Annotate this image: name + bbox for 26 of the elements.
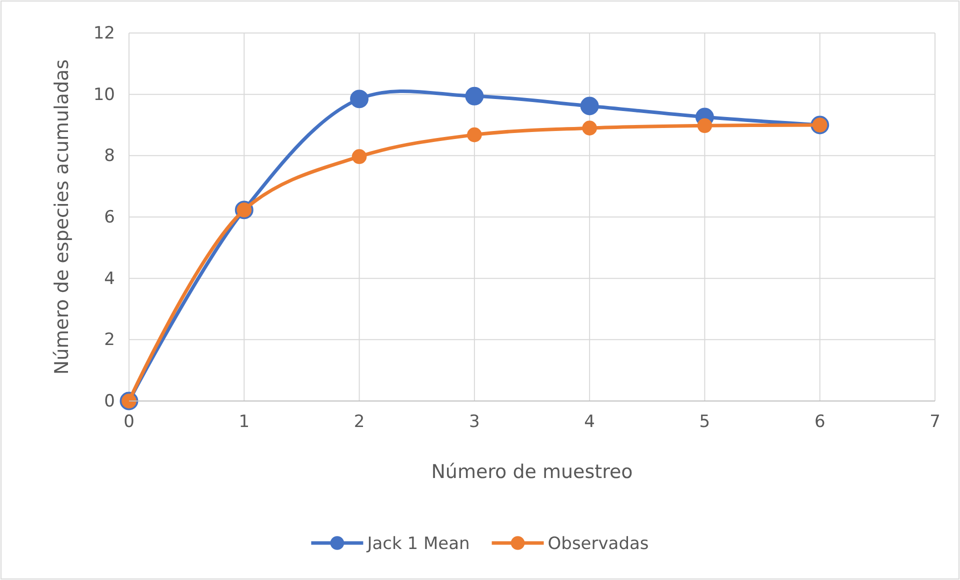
point bbox=[467, 127, 482, 142]
point bbox=[697, 118, 712, 134]
point bbox=[352, 149, 367, 164]
y-tick-label: 10 bbox=[93, 84, 115, 105]
x-tick-label: 1 bbox=[238, 412, 250, 432]
x-axis-title: Número de muestreo bbox=[431, 461, 633, 483]
x-tick-label: 4 bbox=[584, 412, 595, 432]
y-axis-title: Número de especies acumuladas bbox=[51, 59, 73, 375]
x-tick-label: 6 bbox=[814, 412, 826, 432]
y-tick-label: 2 bbox=[104, 330, 115, 350]
point bbox=[582, 120, 597, 136]
y-tick-label: 8 bbox=[104, 146, 115, 166]
x-tick-label: 2 bbox=[354, 412, 365, 432]
legend-label: Observadas bbox=[548, 534, 649, 554]
point bbox=[465, 86, 484, 106]
y-tick-label: 6 bbox=[104, 207, 115, 228]
point bbox=[350, 90, 369, 108]
x-tick-label: 7 bbox=[930, 412, 940, 432]
point bbox=[580, 96, 599, 116]
legend-label: Jack 1 Mean bbox=[366, 534, 470, 554]
x-tick-label: 3 bbox=[469, 412, 480, 432]
y-tick-label: 4 bbox=[104, 268, 115, 289]
y-tick-label: 0 bbox=[104, 391, 115, 412]
x-tick-label: 0 bbox=[124, 412, 134, 432]
x-tick-label: 5 bbox=[699, 412, 710, 432]
y-tick-label: 12 bbox=[93, 23, 115, 44]
